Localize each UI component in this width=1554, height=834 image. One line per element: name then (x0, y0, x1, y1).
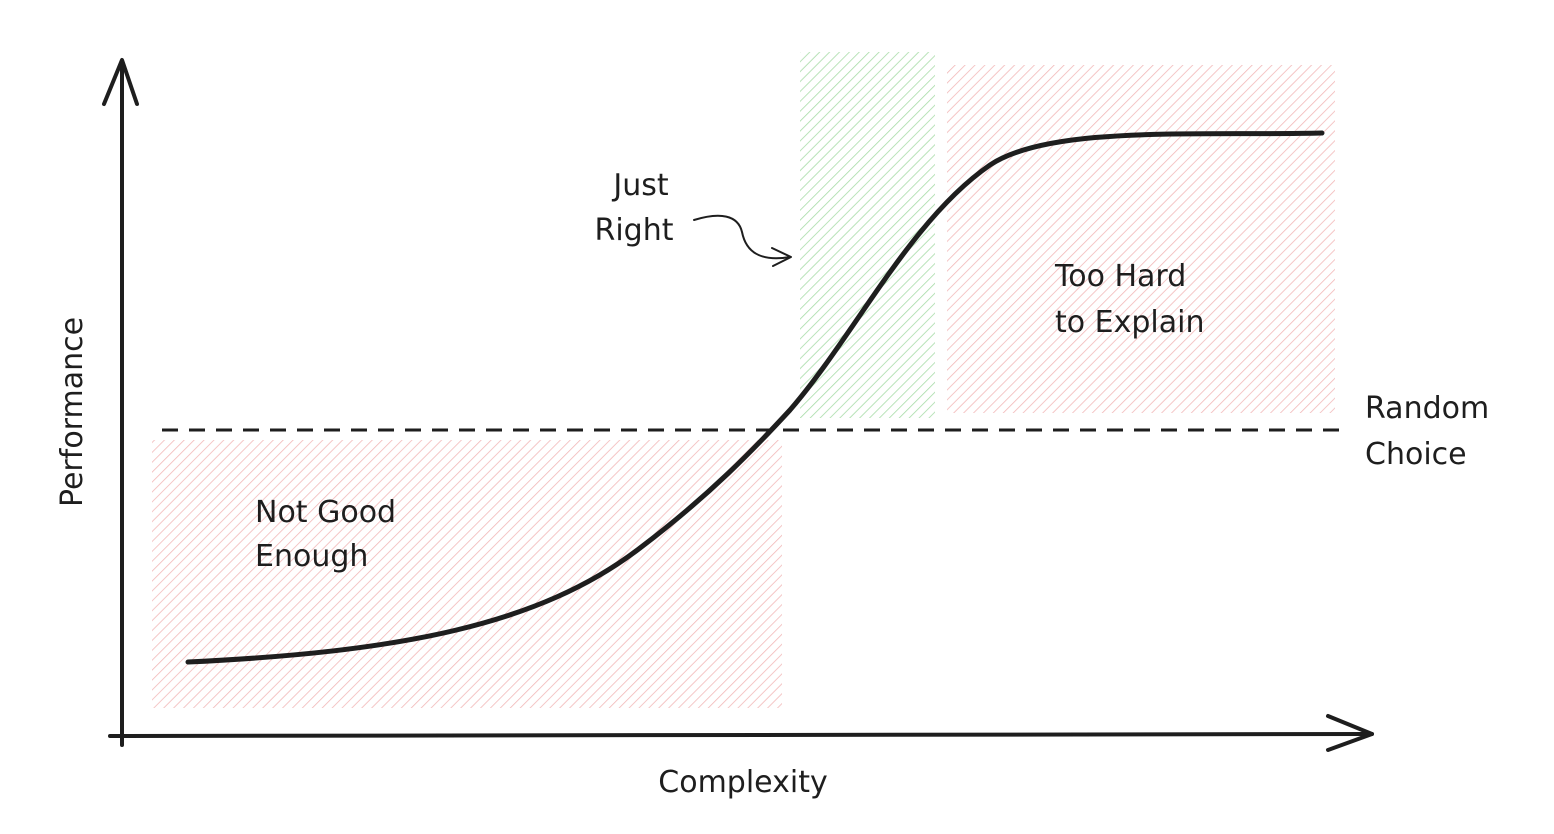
x-axis-arrow (1326, 714, 1374, 752)
just-right-label: Right (595, 213, 674, 248)
x-axis (108, 732, 1374, 738)
region-just-right (800, 52, 935, 418)
too-hard-label: to Explain (1055, 305, 1204, 340)
region-not-good-enough (152, 440, 782, 708)
not-good-enough-label: Not Good (255, 495, 396, 530)
random-choice-label: Choice (1365, 437, 1467, 472)
not-good-enough-label: Enough (255, 539, 368, 574)
region-too-hard (947, 65, 1335, 413)
just-right-label: Just (611, 168, 668, 203)
performance-curve (185, 130, 1325, 665)
x-axis-label: Complexity (658, 765, 827, 800)
y-axis-label: Performance (55, 317, 90, 507)
pointer-arrowhead (771, 247, 792, 267)
pointer-arrow (693, 214, 791, 260)
y-axis-arrow (102, 58, 139, 106)
too-hard-label: Too Hard (1054, 259, 1186, 294)
random-choice-label: Random (1365, 391, 1489, 426)
